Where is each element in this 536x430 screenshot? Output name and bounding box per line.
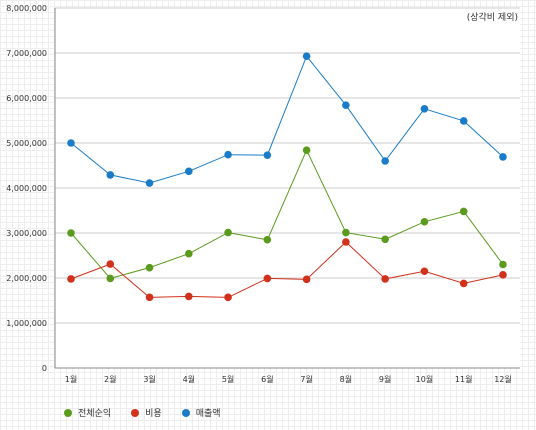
data-point [106, 274, 115, 283]
x-tick-label: 5월 [222, 374, 234, 384]
legend-marker [131, 408, 140, 417]
data-point [185, 292, 193, 301]
data-point [224, 228, 232, 237]
data-point [499, 260, 507, 269]
data-point [381, 275, 389, 283]
legend: 전체순익 비용 매출액 [64, 406, 221, 419]
series-line [70, 241, 504, 298]
x-tick-label: 8월 [340, 374, 352, 384]
x-tick-label: 3월 [143, 374, 155, 384]
data-point [420, 217, 429, 226]
data-point [459, 207, 468, 216]
data-point [106, 171, 115, 179]
x-tick-label: 11월 [455, 374, 473, 384]
data-point [263, 274, 272, 283]
data-point [302, 275, 311, 284]
data-point [499, 153, 507, 161]
data-point [67, 229, 75, 237]
x-tick-label: 4월 [183, 374, 195, 384]
data-point [224, 150, 232, 159]
data-point [302, 52, 311, 60]
data-point [381, 235, 389, 244]
data-point [106, 260, 115, 268]
y-tick-label: 6,000,000 [6, 94, 47, 103]
legend-label: 비용 [145, 409, 162, 419]
series-line [70, 148, 504, 279]
x-tick-label: 12월 [494, 374, 512, 384]
y-tick-label: 0 [42, 364, 47, 373]
y-tick-label: 3,000,000 [6, 229, 47, 238]
y-tick-label: 8,000,000 [6, 4, 47, 13]
data-point [302, 146, 311, 154]
data-point [342, 101, 350, 109]
data-point [224, 293, 232, 302]
data-point [499, 271, 507, 279]
y-tick-label: 7,000,000 [6, 49, 47, 58]
x-tick-label: 1월 [65, 374, 77, 384]
chart-note: (상각비 제외) [466, 13, 518, 23]
x-tick-label: 2월 [104, 374, 116, 384]
data-point [185, 249, 193, 258]
data-point [420, 105, 429, 113]
data-point [145, 263, 154, 272]
data-point [459, 117, 468, 125]
legend-label: 매출액 [195, 409, 221, 419]
legend-item: 비용 [131, 406, 162, 419]
data-point [342, 238, 350, 246]
legend-marker [181, 408, 190, 417]
data-point [185, 167, 193, 176]
x-tick-label: 10월 [416, 374, 434, 384]
y-tick-label: 2,000,000 [6, 274, 47, 283]
data-point [342, 228, 350, 237]
data-point [263, 151, 272, 159]
x-tick-label: 7월 [300, 374, 312, 384]
legend-marker [64, 408, 72, 417]
data-point [381, 157, 389, 165]
y-tick-label: 4,000,000 [6, 184, 47, 193]
legend-label: 전체순익 [78, 409, 112, 419]
x-tick-label: 6월 [261, 374, 273, 384]
data-point [459, 279, 468, 288]
legend-item: 전체순익 [64, 406, 111, 419]
data-point [145, 293, 154, 302]
data-point [67, 275, 75, 283]
legend-item: 매출액 [181, 406, 221, 419]
data-point [263, 235, 272, 244]
series-line [70, 55, 504, 184]
data-point [420, 267, 429, 276]
y-tick-label: 1,000,000 [6, 319, 47, 328]
data-point [67, 139, 75, 147]
x-tick-label: 9월 [379, 374, 391, 384]
y-tick-label: 5,000,000 [6, 139, 47, 148]
data-point [145, 179, 154, 187]
